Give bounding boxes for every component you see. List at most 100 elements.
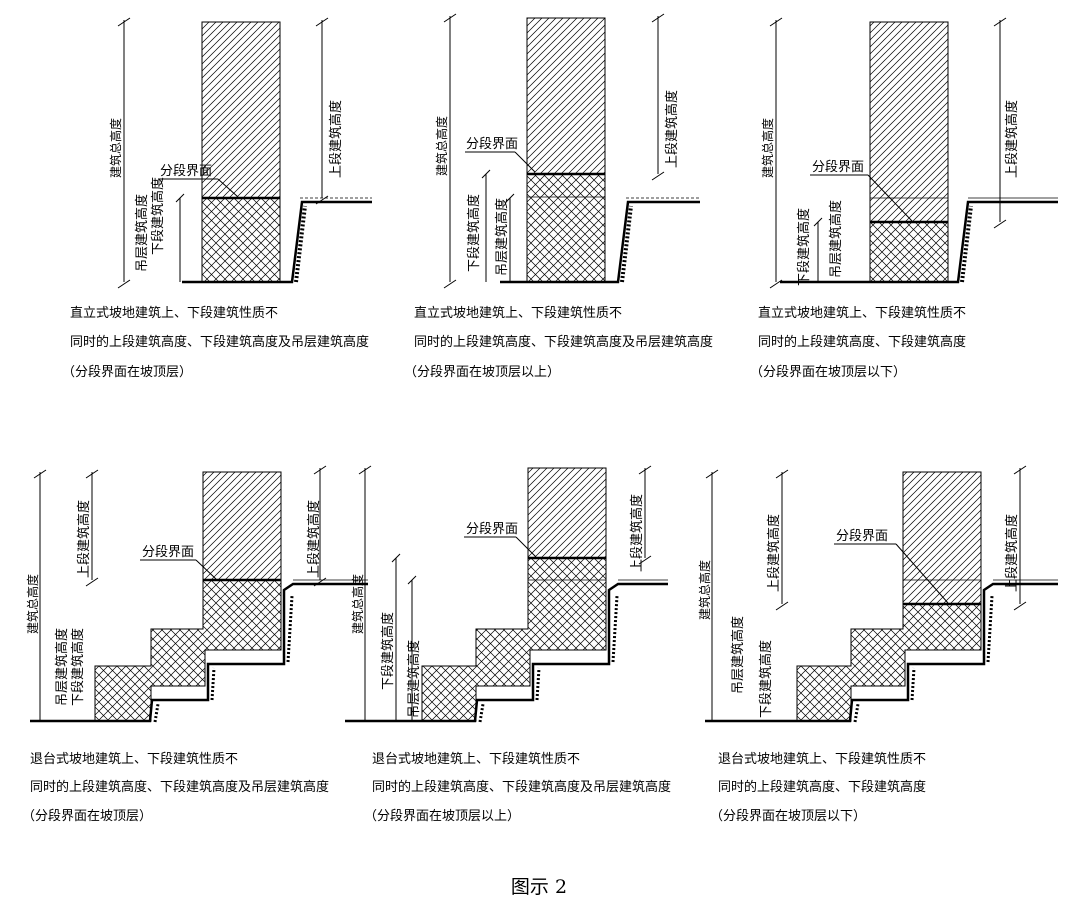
ground-hatch xyxy=(960,205,973,283)
caption-line: 直立式坡地建筑上、下段建筑性质不 xyxy=(414,305,622,321)
interface-label: 分段界面 xyxy=(466,137,518,152)
leader xyxy=(515,536,537,558)
caption-line: 退台式坡地建筑上、下段建筑性质不 xyxy=(718,751,926,767)
caption-line: （分段界面在坡顶层以下） xyxy=(750,365,906,380)
total-height-label: 建筑总高度 xyxy=(25,574,40,634)
upper-height-label: 上段建筑高度 xyxy=(328,100,344,178)
interface-label: 分段界面 xyxy=(812,160,864,175)
panel-4: 分段界面 建筑总高度 吊层建筑高度 下段建筑高度 上段建筑高度 上段建筑高度 xyxy=(25,465,368,723)
upper-height-label: 上段建筑高度 xyxy=(629,494,645,572)
leader xyxy=(867,174,913,222)
upper-height-label: 上段建筑高度 xyxy=(306,500,322,578)
tick xyxy=(705,469,719,479)
upper-building-block xyxy=(902,471,982,605)
total-height-label: 建筑总高度 xyxy=(434,116,449,176)
caption-line: （分段界面在坡顶层） xyxy=(22,809,152,824)
ground-hatch xyxy=(294,205,307,283)
caption-line: 同时的上段建筑高度、下段建筑高度及吊层建筑高度 xyxy=(70,334,369,350)
caption-line: 退台式坡地建筑上、下段建筑性质不 xyxy=(372,751,580,767)
caption-line: 同时的上段建筑高度、下段建筑高度 xyxy=(758,334,966,350)
ground-hatch xyxy=(620,205,633,283)
caption-line: （分段界面在坡顶层以上） xyxy=(364,809,520,824)
caption-line: （分段界面在坡顶层） xyxy=(62,365,192,380)
caption-line: 直立式坡地建筑上、下段建筑性质不 xyxy=(758,305,966,321)
caption-1: 直立式坡地建筑上、下段建筑性质不 同时的上段建筑高度、下段建筑高度及吊层建筑高度… xyxy=(62,305,369,380)
tick xyxy=(813,217,823,227)
upper-building-block xyxy=(527,467,607,559)
tick xyxy=(481,169,515,203)
lower-building-block xyxy=(869,221,949,283)
figure-title: 图示 2 xyxy=(510,876,568,898)
stilt-height-label: 吊层建筑高度 xyxy=(730,616,746,694)
upper-height-label-left: 上段建筑高度 xyxy=(766,514,782,592)
caption-2: 直立式坡地建筑上、下段建筑性质不 同时的上段建筑高度、下段建筑高度及吊层建筑高度… xyxy=(404,305,713,380)
tick xyxy=(315,17,329,205)
caption-line: （分段界面在坡顶层以下） xyxy=(710,809,866,824)
panel-3: 分段界面 建筑总高度 下段建筑高度 吊层建筑高度 上段建筑高度 xyxy=(760,17,1058,289)
caption-line: 同时的上段建筑高度、下段建筑高度及吊层建筑高度 xyxy=(372,779,671,795)
upper-building-block xyxy=(869,21,949,223)
upper-building-block xyxy=(201,21,281,199)
lower-building-block xyxy=(421,557,607,722)
ground-profile xyxy=(182,200,372,284)
tick xyxy=(358,465,372,475)
upper-height-label-left: 上段建筑高度 xyxy=(76,500,92,578)
upper-height-label: 上段建筑高度 xyxy=(1004,514,1020,592)
interface-label: 分段界面 xyxy=(160,164,212,179)
leader xyxy=(895,543,949,604)
panel-1: 分段界面 建筑总高度 吊层建筑高度 下段建筑高度 上段建筑高度 xyxy=(108,17,372,289)
ground-hatch xyxy=(478,595,619,723)
tick xyxy=(407,575,417,585)
tick xyxy=(313,465,327,587)
ground-profile xyxy=(500,200,700,284)
tick xyxy=(651,13,665,181)
tick xyxy=(775,469,789,611)
lower-building-block xyxy=(201,197,281,283)
lower-height-label: 下段建筑高度 xyxy=(380,612,396,690)
total-height-label: 建筑总高度 xyxy=(350,574,365,634)
tick xyxy=(85,469,99,587)
tick xyxy=(993,17,1007,229)
stilt-height-label: 吊层建筑高度 xyxy=(494,198,510,276)
ground-hatch xyxy=(853,595,994,723)
upper-building-block xyxy=(526,17,606,175)
upper-height-label: 上段建筑高度 xyxy=(1004,100,1020,178)
panel-5: 分段界面 建筑总高度 下段建筑高度 吊层建筑高度 上段建筑高度 xyxy=(345,465,668,723)
panel-2: 分段界面 建筑总高度 下段建筑高度 吊层建筑高度 上段建筑高度 xyxy=(434,13,700,289)
leader xyxy=(195,559,217,580)
caption-line: 直立式坡地建筑上、下段建筑性质不 xyxy=(70,305,278,321)
tick xyxy=(443,13,457,289)
lower-height-label: 下段建筑高度 xyxy=(796,208,812,286)
caption-line: 退台式坡地建筑上、下段建筑性质不 xyxy=(30,751,238,767)
upper-building-block xyxy=(202,471,282,581)
ground-profile xyxy=(30,582,368,723)
ground-profile xyxy=(345,582,668,723)
leader xyxy=(217,178,239,198)
lower-building-block xyxy=(526,173,606,283)
caption-3: 直立式坡地建筑上、下段建筑性质不 同时的上段建筑高度、下段建筑高度 （分段界面在… xyxy=(750,305,966,380)
tick xyxy=(33,469,47,479)
lower-height-label: 下段建筑高度 xyxy=(70,628,86,706)
ground-profile xyxy=(780,200,1058,284)
lower-building-block xyxy=(796,603,982,722)
interface-label: 分段界面 xyxy=(466,522,518,537)
tick xyxy=(175,193,185,203)
stilt-height-label: 吊层建筑高度 xyxy=(828,200,844,278)
stilt-height-label: 吊层建筑高度 xyxy=(406,640,422,718)
leader xyxy=(514,151,536,173)
panel-6: 分段界面 建筑总高度 吊层建筑高度 下段建筑高度 上段建筑高度 上段建筑高度 xyxy=(697,465,1058,723)
ground-hatch xyxy=(153,595,294,723)
interface-label: 分段界面 xyxy=(836,529,888,544)
caption-4: 退台式坡地建筑上、下段建筑性质不 同时的上段建筑高度、下段建筑高度及吊层建筑高度… xyxy=(22,751,329,824)
ground-profile xyxy=(705,582,1058,723)
caption-line: 同时的上段建筑高度、下段建筑高度 xyxy=(718,779,926,795)
tick xyxy=(769,17,783,289)
total-height-label: 建筑总高度 xyxy=(760,118,775,178)
total-height-label: 建筑总高度 xyxy=(108,118,123,178)
lower-height-label: 下段建筑高度 xyxy=(150,177,166,255)
lower-height-label: 下段建筑高度 xyxy=(758,640,774,718)
tick xyxy=(391,553,401,563)
interface-label: 分段界面 xyxy=(142,545,194,560)
stilt-height-label: 吊层建筑高度 xyxy=(134,194,150,272)
